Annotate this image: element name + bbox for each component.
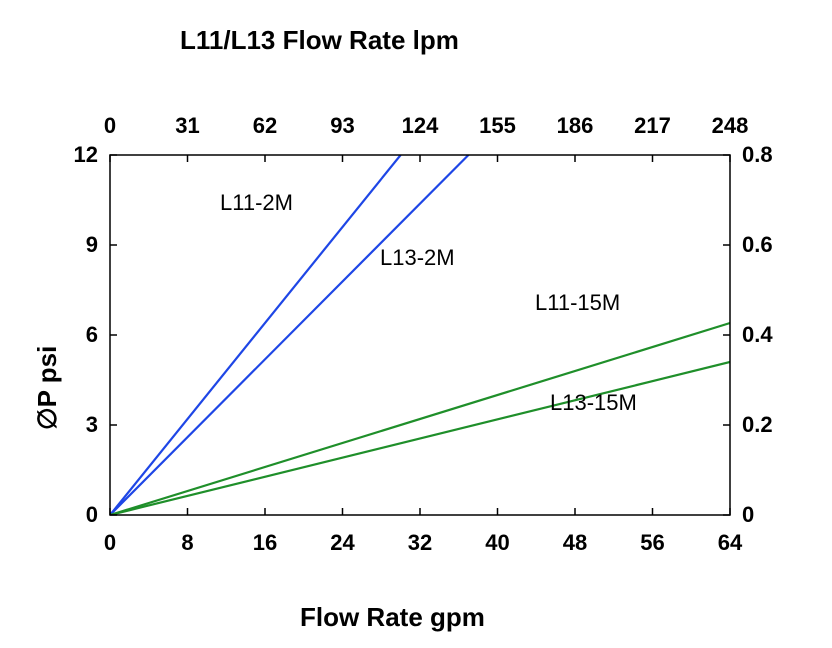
- left-tick: 0: [50, 502, 98, 528]
- bottom-tick: 8: [158, 530, 218, 556]
- right-tick: 0.2: [742, 412, 802, 438]
- bottom-tick: 56: [623, 530, 683, 556]
- top-tick: 31: [158, 113, 218, 139]
- series-label-L13-2M: L13-2M: [380, 245, 455, 271]
- bottom-tick: 64: [700, 530, 760, 556]
- chart-container: { "canvas": { "width": 832, "height": 64…: [0, 0, 832, 648]
- top-tick: 0: [80, 113, 140, 139]
- right-tick: 0: [742, 502, 802, 528]
- series-label-L11-2M: L11-2M: [220, 190, 293, 216]
- right-tick: 0.8: [742, 142, 802, 168]
- left-tick: 9: [50, 232, 98, 258]
- top-tick: 124: [390, 113, 450, 139]
- bottom-tick: 48: [545, 530, 605, 556]
- top-tick: 62: [235, 113, 295, 139]
- bottom-tick: 0: [80, 530, 140, 556]
- bottom-tick: 24: [313, 530, 373, 556]
- top-tick: 186: [545, 113, 605, 139]
- top-tick: 155: [468, 113, 528, 139]
- top-tick: 93: [313, 113, 373, 139]
- bottom-tick: 16: [235, 530, 295, 556]
- series-label-L13-15M: L13-15M: [550, 390, 637, 416]
- series-L11-15M: [110, 323, 730, 515]
- left-tick: 6: [50, 322, 98, 348]
- left-tick: 3: [50, 412, 98, 438]
- series-label-L11-15M: L11-15M: [535, 290, 620, 316]
- series-L13-15M: [110, 362, 730, 515]
- top-tick: 248: [700, 113, 760, 139]
- left-tick: 12: [50, 142, 98, 168]
- plot-border: [110, 155, 730, 515]
- bottom-tick: 40: [468, 530, 528, 556]
- top-tick: 217: [623, 113, 683, 139]
- bottom-tick: 32: [390, 530, 450, 556]
- right-tick: 0.4: [742, 322, 802, 348]
- right-tick: 0.6: [742, 232, 802, 258]
